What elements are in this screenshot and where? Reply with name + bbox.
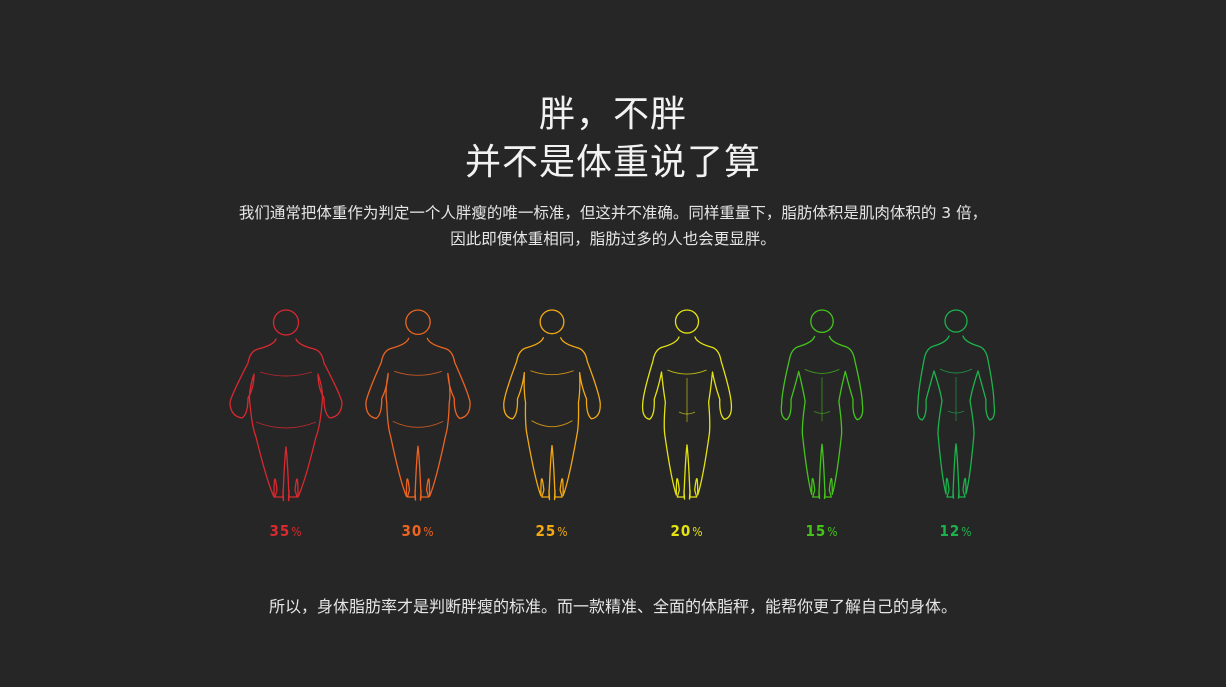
body-fat-label: 25% xyxy=(535,522,569,540)
description-line-2: 因此即便体重相同，脂肪过多的人也会更显胖。 xyxy=(450,230,776,248)
page-title: 胖，不胖 xyxy=(538,94,687,135)
body-figure-12: 12% xyxy=(901,300,1011,550)
body-outline-icon xyxy=(365,309,471,501)
body-figure-20: 20% xyxy=(632,300,742,550)
page-subtitle: 并不是体重说了算 xyxy=(464,142,761,183)
body-fat-label: 15% xyxy=(805,522,839,540)
body-figure-30: 30% xyxy=(363,300,473,550)
body-figure-15: 15% xyxy=(767,300,877,550)
body-fat-label: 12% xyxy=(939,522,973,540)
body-fat-label: 30% xyxy=(401,522,435,540)
body-outline-icon xyxy=(780,309,864,500)
footer-text: 所以，身体脂肪率才是判断胖瘦的标准。而一款精准、全面的体脂秤，能帮你更了解自己的… xyxy=(268,597,957,616)
body-figure-25: 25% xyxy=(497,300,607,550)
body-outline-icon xyxy=(916,309,996,499)
body-fat-label: 35% xyxy=(269,522,303,540)
body-outline-icon xyxy=(229,309,343,502)
body-figure-35: 35% xyxy=(229,300,343,550)
description-line-1: 我们通常把体重作为判定一个人胖瘦的唯一标准，但这并不准确。同样重量下，脂肪体积是… xyxy=(238,204,988,222)
body-outline-icon xyxy=(503,309,601,501)
body-outline-icon xyxy=(641,309,733,500)
body-fat-label: 20% xyxy=(670,522,704,540)
body-fat-figures: 35% 30% 25% 20% 15% 12% xyxy=(0,300,1226,550)
